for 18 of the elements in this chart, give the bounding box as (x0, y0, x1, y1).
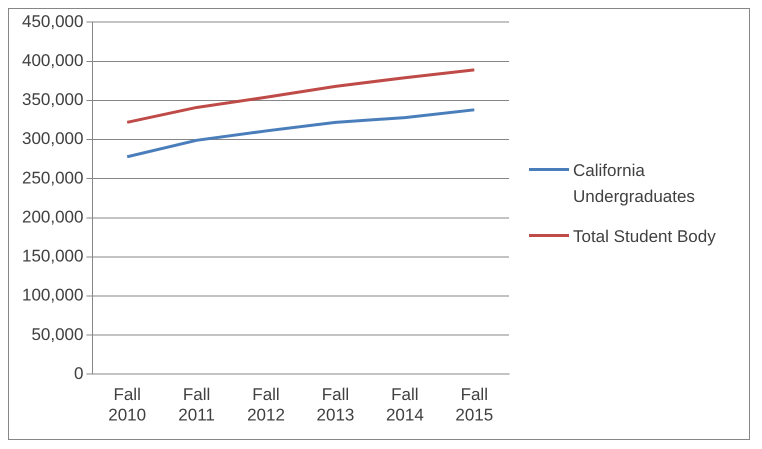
legend-label: Total Student Body (573, 226, 717, 248)
y-tick-label: 0 (74, 364, 84, 383)
y-tick-label: 150,000 (22, 246, 84, 266)
x-tick-label: Fall 2014 (386, 385, 424, 424)
y-tick-label: 300,000 (22, 129, 84, 148)
y-tick-label: 100,000 (22, 286, 84, 305)
x-tick-label: Fall 2011 (178, 385, 215, 424)
x-tick-label: Fall 2013 (316, 385, 354, 424)
y-tick-label: 250,000 (22, 168, 84, 188)
x-tick-label: Fall 2012 (247, 385, 285, 424)
legend-label: California Undergraduates (573, 160, 696, 208)
x-tick-label: Fall 2015 (455, 385, 494, 424)
x-tick-label: Fall 2010 (108, 385, 146, 424)
y-tick-label: 200,000 (22, 207, 84, 226)
y-tick-label: 50,000 (31, 324, 84, 344)
y-tick-label: 400,000 (22, 51, 84, 70)
y-tick-label: 350,000 (22, 90, 84, 110)
y-tick-label: 450,000 (22, 12, 84, 31)
